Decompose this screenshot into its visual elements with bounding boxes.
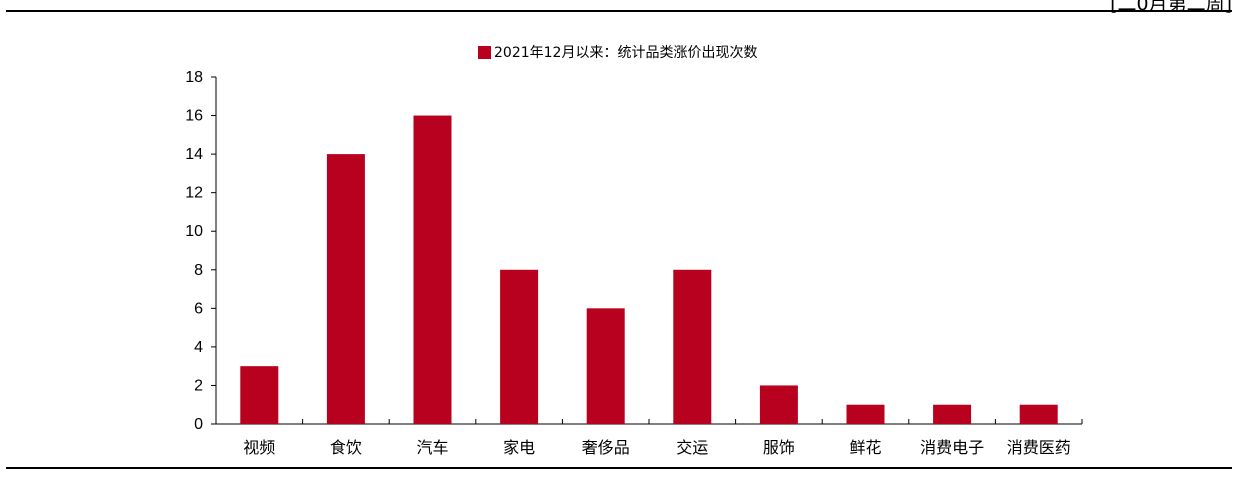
y-tick-label: 14 (185, 146, 203, 163)
bar (759, 385, 798, 424)
x-tick-label: 鲜花 (849, 438, 881, 457)
y-tick-label: 8 (194, 262, 203, 279)
x-tick-label: 消费电子 (920, 438, 984, 457)
x-tick-label: 消费医药 (1007, 438, 1071, 457)
bottom-rule (6, 467, 1232, 469)
x-tick-label: 汽车 (416, 438, 448, 457)
bar (846, 404, 885, 424)
bar (673, 269, 712, 424)
y-tick-label: 0 (194, 416, 203, 433)
header-corner-text: [二0月第二周] (1110, 0, 1232, 15)
x-tick-label: 交运 (676, 438, 708, 457)
y-tick-label: 6 (194, 300, 203, 317)
x-axis: 视频 食饮 汽车 家电 奢侈品 交运 服饰 鲜花 消费电子 消费医药 (215, 419, 1083, 457)
x-tick-label: 食饮 (330, 438, 362, 457)
top-rule (6, 10, 1232, 12)
y-tick-label: 18 (185, 69, 203, 86)
y-tick-label: 16 (185, 108, 203, 125)
legend-swatch (478, 45, 491, 59)
y-tick-label: 12 (185, 185, 203, 202)
bar-chart: 0 2 4 6 8 10 12 14 16 18 视频 食饮 汽车 家电 奢侈品 交运 服饰 鲜花 消费电子 消费医… (185, 69, 1083, 457)
x-tick-label: 奢侈品 (582, 438, 630, 457)
bar (240, 366, 279, 424)
y-tick-label: 10 (185, 223, 203, 240)
y-tick-label: 4 (194, 339, 203, 356)
bar (586, 308, 625, 424)
chart-legend: 2021年12月以来：统计品类涨价出现次数 (478, 42, 757, 62)
x-tick-label: 视频 (243, 438, 275, 457)
bar (413, 115, 452, 425)
bar (326, 154, 365, 424)
legend-label: 2021年12月以来：统计品类涨价出现次数 (494, 45, 758, 61)
y-tick-label: 2 (194, 377, 203, 394)
bars (240, 115, 1058, 425)
bar (933, 404, 972, 424)
y-axis: 0 2 4 6 8 10 12 14 16 18 (185, 69, 217, 433)
x-tick-label: 家电 (503, 438, 535, 457)
x-tick-label: 服饰 (763, 438, 795, 457)
bar (500, 269, 539, 424)
bar (1019, 404, 1058, 424)
